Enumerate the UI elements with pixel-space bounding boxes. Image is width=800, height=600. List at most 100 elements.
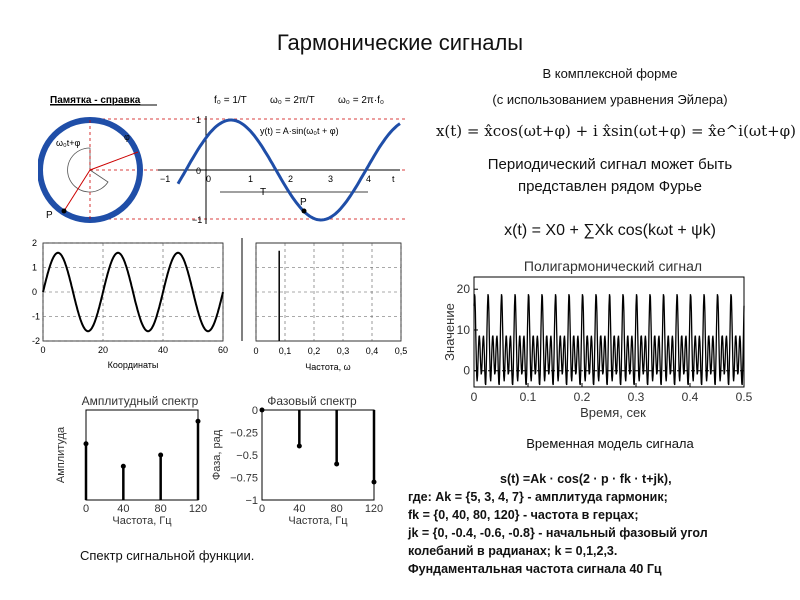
poly-ytick: 0 bbox=[463, 364, 470, 378]
amp-xtick: 40 bbox=[117, 503, 129, 515]
freq-xlabel: Частота, ω bbox=[305, 362, 350, 372]
phase-xlabel: Частота, Гц bbox=[288, 515, 348, 527]
sine-y-tick-0: 0 bbox=[196, 166, 201, 176]
euler-note: (с использованием уравнения Эйлера) bbox=[492, 92, 728, 107]
sine-x-tick-2: 2 bbox=[288, 174, 293, 184]
reference-w1: ω₀ = 2π/T bbox=[270, 95, 315, 106]
notes-line-1: s(t) =Ak · cos(2 · p · fk · t+jk), bbox=[500, 472, 672, 486]
polyharmonic-chart: Полигармонический сигнал 0 10 20 0 0.1 0.2 0.… bbox=[442, 258, 753, 420]
freq-xtick: 0,3 bbox=[337, 346, 350, 356]
poly-xtick: 0.3 bbox=[628, 390, 645, 404]
phase-ytick: 0 bbox=[252, 405, 258, 417]
coord-wave-ytick: 2 bbox=[32, 238, 37, 248]
period-label-bg: . bbox=[258, 188, 261, 199]
reference-heading: Памятка - справка bbox=[50, 95, 141, 106]
poly-title: Полигармонический сигнал bbox=[524, 258, 702, 274]
poly-xtick: 0 bbox=[471, 390, 478, 404]
freq-spike-chart: 0 0,1 0,2 0,3 0,4 0,5 Частота, ω bbox=[241, 238, 408, 372]
phase-ytick: −0.5 bbox=[236, 450, 258, 462]
freq-xtick: 0,2 bbox=[308, 346, 321, 356]
notes-line-5: колебаний в радианах; k = 0,1,2,3. bbox=[408, 544, 618, 558]
notes-line-2: где: Ak = {5, 3, 4, 7} - амплитуда гармо… bbox=[408, 490, 668, 504]
amp-stem-head bbox=[158, 452, 164, 458]
phase-xtick: 40 bbox=[293, 503, 305, 515]
periodic-line-2: представлен рядом Фурье bbox=[517, 178, 703, 195]
freq-xtick: 0,4 bbox=[366, 346, 379, 356]
poly-xtick: 0.4 bbox=[682, 390, 699, 404]
coord-wave-ytick: 0 bbox=[32, 287, 37, 297]
reference-f0: f₀ = 1/T bbox=[214, 95, 247, 106]
sine-x-tick-3: 3 bbox=[328, 174, 333, 184]
freq-xtick: 0 bbox=[253, 346, 258, 356]
amp-ylabel: Амплитуда bbox=[55, 426, 67, 483]
amp-spectrum-chart: Амплитудный спектр 0 40 80 120 Частота, Гц … bbox=[55, 394, 207, 527]
poly-xtick: 0.5 bbox=[736, 390, 753, 404]
freq-xtick: 0,5 bbox=[395, 346, 408, 356]
sine-x-tick-4: 4 bbox=[366, 174, 371, 184]
coord-wave-ytick: -2 bbox=[32, 336, 40, 346]
poly-ylabel: Значение bbox=[442, 303, 457, 361]
amp-stem-head bbox=[120, 463, 126, 469]
point-p-label-circle: P bbox=[46, 210, 53, 221]
notes-line-4: jk = {0, -0.4, -0.6, -0.8} - начальный ф… bbox=[408, 526, 708, 540]
point-p-circle bbox=[61, 208, 67, 214]
sine-equation: y(t) = A·sin(ω₀t + φ) bbox=[260, 126, 339, 136]
coord-wave-xlabel: Координаты bbox=[108, 360, 159, 370]
amp-stem-head bbox=[195, 418, 201, 424]
complex-form-heading: В комплексной форме bbox=[542, 66, 678, 81]
amp-stem-head bbox=[83, 441, 89, 447]
euler-formula: x(t) = x̂cos(ωt+φ) + i x̂sin(ωt+φ) = x̂e… bbox=[435, 122, 797, 140]
phase-ytick: −0.25 bbox=[230, 428, 258, 440]
amp-xtick: 80 bbox=[155, 503, 167, 515]
coord-wave-curve bbox=[42, 251, 224, 333]
spectrum-caption: Спектр сигнальной функции. bbox=[80, 548, 255, 563]
page-title: Гармонические сигналы bbox=[276, 30, 524, 55]
coord-wave-ytick: 1 bbox=[32, 263, 37, 273]
phase-stem-head bbox=[371, 479, 377, 485]
poly-xtick: 0.2 bbox=[574, 390, 591, 404]
amp-title: Амплитудный спектр bbox=[82, 394, 199, 408]
notes-line-3: fk = {0, 40, 80, 120} - частота в герцах… bbox=[408, 508, 639, 522]
phase-xtick: 0 bbox=[259, 503, 265, 515]
reference-sine-curve bbox=[176, 118, 401, 222]
coord-wave-xtick: 20 bbox=[98, 345, 108, 355]
time-model-heading: Временная модель сигнала bbox=[526, 436, 694, 451]
phase-ylabel: Фаза, рад bbox=[211, 429, 223, 480]
point-p-label-sine: P bbox=[300, 197, 307, 208]
poly-curve bbox=[473, 294, 745, 386]
phase-ytick: −1 bbox=[245, 495, 258, 507]
reference-w2: ω₀ = 2π·f₀ bbox=[338, 95, 384, 106]
poly-ytick: 10 bbox=[457, 323, 471, 337]
sine-x-tick-1: 1 bbox=[248, 174, 253, 184]
sine-y-tick-1: 1 bbox=[196, 115, 201, 125]
coord-wave-xtick: 60 bbox=[218, 345, 228, 355]
sine-x-tick-t: t bbox=[392, 174, 395, 184]
point-p-sine bbox=[301, 208, 307, 214]
phase-frame bbox=[261, 409, 375, 501]
amp-frame bbox=[85, 409, 199, 501]
sine-y-tick-neg1: −1 bbox=[192, 215, 202, 225]
phase-title: Фазовый спектр bbox=[267, 394, 357, 408]
signal-notes: s(t) =Ak · cos(2 · p · fk · t+jk), где: … bbox=[408, 470, 708, 578]
sine-neg-tick: −1 bbox=[160, 174, 170, 184]
fourier-formula: x(t) = X0 + ∑Xk cos(kωt + ψk) bbox=[504, 222, 716, 239]
notes-line-6: Фундаментальная частота сигнала 40 Гц bbox=[408, 562, 662, 576]
phi-label: φ bbox=[124, 132, 130, 142]
reference-diagram: Памятка - справка f₀ = 1/T ω₀ = 2π/T ω₀ … bbox=[38, 95, 408, 225]
phase-stem-head bbox=[296, 443, 302, 449]
poly-ytick: 20 bbox=[457, 282, 471, 296]
coord-wave-chart: -2 -1 0 1 2 0 20 40 60 Координаты bbox=[32, 238, 228, 370]
periodic-line-1: Периодический сигнал может быть bbox=[487, 156, 733, 173]
phase-xtick: 80 bbox=[331, 503, 343, 515]
phase-spectrum-chart: Фазовый спектр 0 −0.25 −0.5 −0.75 −1 0 40 80 12… bbox=[211, 394, 383, 527]
poly-xtick: 0.1 bbox=[520, 390, 537, 404]
poly-xlabel: Время, сек bbox=[580, 405, 646, 420]
amp-xlabel: Частота, Гц bbox=[112, 515, 172, 527]
freq-xtick: 0,1 bbox=[279, 346, 292, 356]
coord-wave-xtick: 0 bbox=[40, 345, 45, 355]
phase-arc bbox=[67, 147, 109, 193]
phase-stem-head bbox=[334, 461, 340, 467]
phase-ytick: −0.75 bbox=[230, 473, 258, 485]
amp-xtick: 120 bbox=[189, 503, 207, 515]
coord-wave-xtick: 40 bbox=[158, 345, 168, 355]
